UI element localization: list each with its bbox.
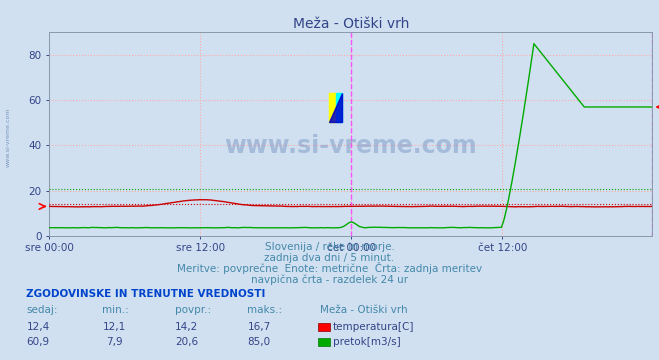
Text: povpr.:: povpr.: xyxy=(175,305,211,315)
Text: Meža - Otiški vrh: Meža - Otiški vrh xyxy=(320,305,407,315)
Text: 7,9: 7,9 xyxy=(105,337,123,347)
Text: www.si-vreme.com: www.si-vreme.com xyxy=(5,107,11,167)
Text: sedaj:: sedaj: xyxy=(26,305,58,315)
Text: zadnja dva dni / 5 minut.: zadnja dva dni / 5 minut. xyxy=(264,253,395,263)
Text: www.si-vreme.com: www.si-vreme.com xyxy=(225,134,477,158)
Text: 14,2: 14,2 xyxy=(175,322,198,332)
Text: 12,1: 12,1 xyxy=(102,322,126,332)
Text: 85,0: 85,0 xyxy=(247,337,271,347)
Text: 20,6: 20,6 xyxy=(175,337,198,347)
Text: 12,4: 12,4 xyxy=(26,322,50,332)
Text: pretok[m3/s]: pretok[m3/s] xyxy=(333,337,401,347)
Text: min.:: min.: xyxy=(102,305,129,315)
Text: Slovenija / reke in morje.: Slovenija / reke in morje. xyxy=(264,242,395,252)
Bar xyxy=(336,94,343,122)
Title: Meža - Otiški vrh: Meža - Otiški vrh xyxy=(293,17,409,31)
Text: 60,9: 60,9 xyxy=(26,337,50,347)
Text: 16,7: 16,7 xyxy=(247,322,271,332)
Text: maks.:: maks.: xyxy=(247,305,282,315)
Text: ZGODOVINSKE IN TRENUTNE VREDNOSTI: ZGODOVINSKE IN TRENUTNE VREDNOSTI xyxy=(26,289,266,299)
Bar xyxy=(330,94,336,122)
Text: navpična črta - razdelek 24 ur: navpična črta - razdelek 24 ur xyxy=(251,274,408,285)
Text: temperatura[C]: temperatura[C] xyxy=(333,322,415,332)
Polygon shape xyxy=(330,94,343,122)
Text: Meritve: povprečne  Enote: metrične  Črta: zadnja meritev: Meritve: povprečne Enote: metrične Črta:… xyxy=(177,262,482,274)
